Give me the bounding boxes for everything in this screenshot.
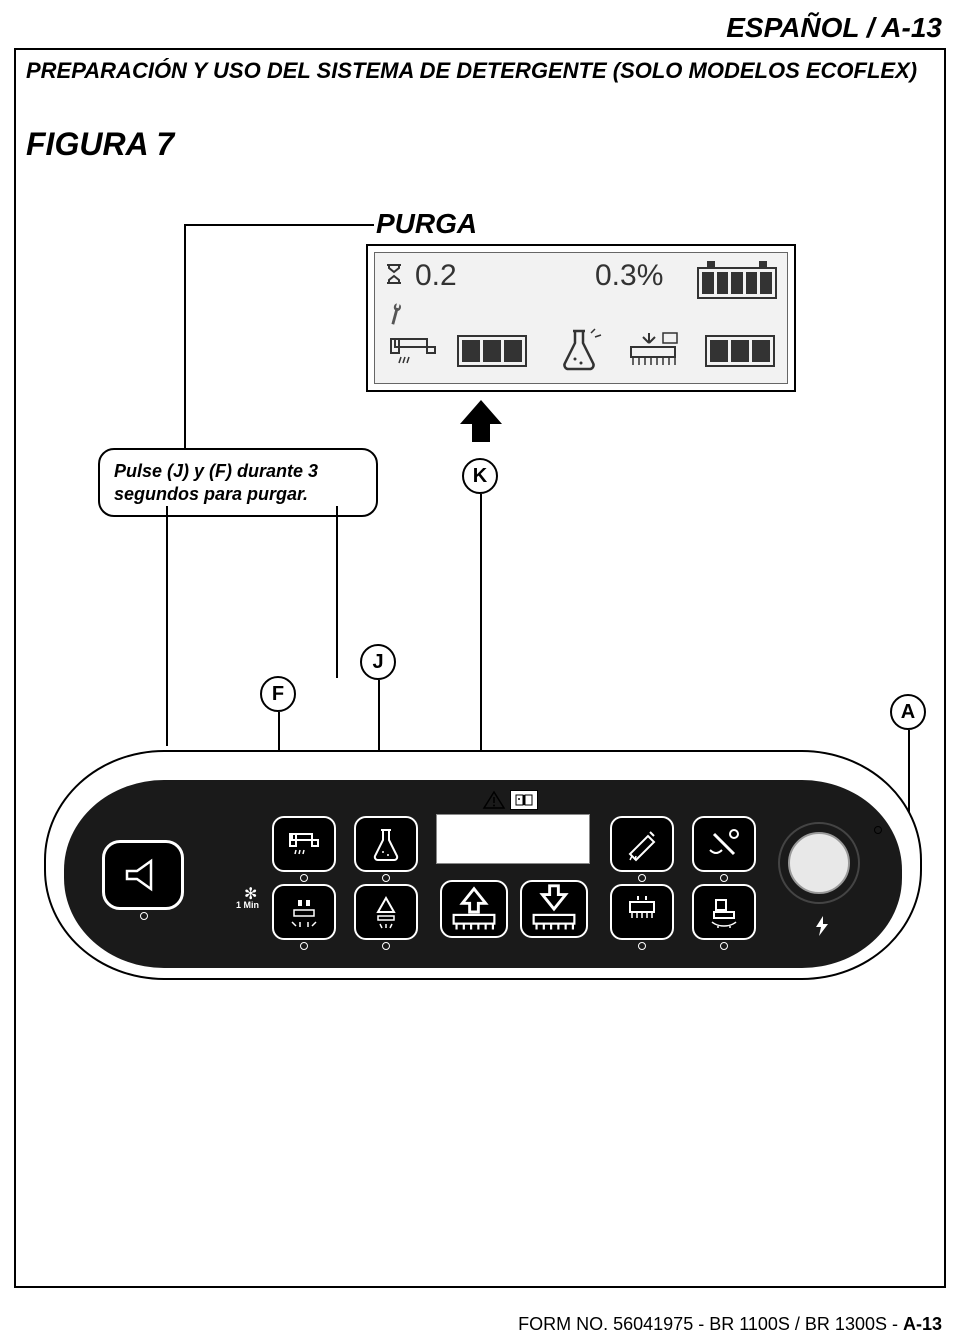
solution-button[interactable] — [272, 816, 336, 872]
indicator-dot — [638, 874, 646, 882]
page-footer: FORM NO. 56041975 - BR 1100S / BR 1300S … — [518, 1314, 942, 1335]
horn-button[interactable] — [102, 840, 184, 910]
panel-lcd — [436, 814, 590, 864]
indicator-dot — [300, 874, 308, 882]
indicator-dot — [140, 912, 148, 920]
scrub-button[interactable] — [610, 884, 674, 940]
indicator-dot — [382, 874, 390, 882]
wrench-icon — [379, 297, 414, 334]
indicator-dot — [720, 942, 728, 950]
footer-text: FORM NO. 56041975 - BR 1100S / BR 1300S … — [518, 1314, 903, 1334]
leader-line — [184, 224, 186, 448]
squeegee-button[interactable] — [692, 816, 756, 872]
burst-button[interactable] — [272, 884, 336, 940]
footer-page: A-13 — [903, 1314, 942, 1334]
seat-button[interactable] — [692, 884, 756, 940]
label-f: F — [260, 676, 296, 712]
level-bars-icon — [457, 335, 527, 367]
control-panel: ✻ 1 Min — [44, 750, 922, 980]
detergent-button[interactable] — [354, 816, 418, 872]
vacuum-button[interactable] — [354, 884, 418, 940]
warning-icons — [482, 790, 538, 810]
hourglass-icon — [385, 263, 403, 291]
label-k: K — [462, 458, 498, 494]
key-switch[interactable] — [788, 832, 850, 894]
lcd-value-2: 0.3% — [595, 259, 663, 293]
indicator-dot — [874, 826, 882, 834]
figure-label: FIGURA 7 — [26, 126, 174, 163]
battery-icon — [697, 261, 777, 301]
purga-title: PURGA — [376, 208, 477, 240]
level-bars-icon — [705, 335, 775, 367]
wand-button[interactable] — [610, 816, 674, 872]
power-icon — [814, 916, 830, 941]
figure-frame: PREPARACIÓN Y USO DEL SISTEMA DE DETERGE… — [14, 48, 946, 1288]
leader-line — [336, 506, 338, 678]
indicator-dot — [638, 942, 646, 950]
brush-pressure-down-button[interactable] — [520, 880, 588, 938]
label-j: J — [360, 644, 396, 680]
indicator-dot — [382, 942, 390, 950]
faucet-icon — [385, 331, 445, 371]
lcd-inner: 0.2 0.3% — [374, 252, 788, 384]
up-arrow-icon — [456, 396, 506, 446]
leader-line — [166, 506, 168, 746]
brush-load-icon — [623, 329, 683, 373]
lcd-display: 0.2 0.3% — [366, 244, 796, 392]
lcd-value-1: 0.2 — [415, 259, 457, 293]
brush-pressure-up-button[interactable] — [440, 880, 508, 938]
label-a: A — [890, 694, 926, 730]
manual-icon — [510, 790, 538, 810]
section-title: PREPARACIÓN Y USO DEL SISTEMA DE DETERGE… — [26, 58, 917, 84]
one-min-label: 1 Min — [236, 900, 259, 910]
warning-triangle-icon — [482, 790, 506, 810]
flask-icon — [555, 325, 603, 373]
page-header: ESPAÑOL / A-13 — [726, 12, 942, 44]
indicator-dot — [300, 942, 308, 950]
leader-line — [184, 224, 374, 226]
indicator-dot — [720, 874, 728, 882]
